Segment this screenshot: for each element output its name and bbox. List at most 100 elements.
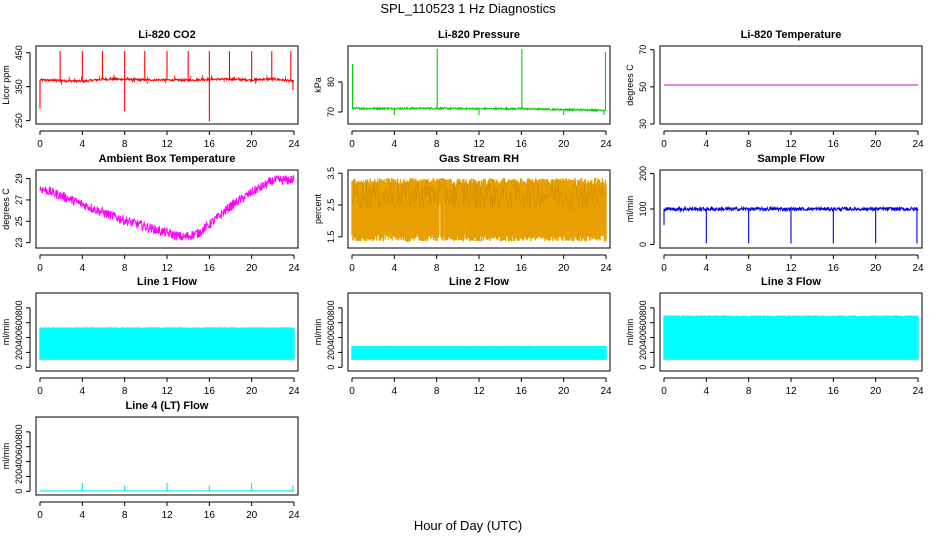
- y-axis-label-line1: ml/min: [1, 319, 11, 346]
- panel-line2: Line 2 Flow 0 4 8 12 16 20 24 0 200400600800ml/mi…: [313, 276, 612, 397]
- y-axis-label-rh: percent: [313, 193, 323, 224]
- panel-title-box-temp: Ambient Box Temperature: [99, 153, 236, 165]
- panel-title-rh: Gas Stream RH: [439, 153, 519, 165]
- plot-area-line3: [663, 315, 919, 360]
- x-tick-label-box-temp-2: 8: [122, 263, 128, 274]
- y-axis-label-line4: ml/min: [1, 443, 11, 470]
- frame-rh: [347, 169, 611, 249]
- y-tick-label-co2-2: 450: [14, 45, 24, 60]
- x-tick-label-licor-temp-0: 0: [661, 139, 667, 150]
- panel-title-line3: Line 3 Flow: [761, 276, 821, 288]
- panel-line4: Line 4 (LT) Flow 0 4 8 12 16 20 24 0 200400600800…: [1, 400, 300, 521]
- panel-title-licor-temp: Li-820 Temperature: [741, 29, 842, 41]
- x-tick-label-sample-flow-2: 8: [746, 263, 752, 274]
- frame-box-temp: [35, 169, 299, 249]
- panel-line3: Line 3 Flow 0 4 8 12 16 20 24 0 200400600800ml/mi…: [625, 276, 924, 397]
- x-tick-label-line1-0: 0: [37, 386, 43, 397]
- y-tick-label-box-temp-2: 27: [14, 195, 24, 205]
- y-tick-label-co2-1: 350: [14, 79, 24, 94]
- x-tick-label-line2-4: 16: [516, 386, 528, 397]
- x-tick-label-sample-flow-0: 0: [661, 263, 667, 274]
- x-tick-label-line3-6: 24: [912, 386, 924, 397]
- y-tick-label-line2-0: 0: [326, 365, 336, 370]
- x-tick-label-box-temp-5: 20: [246, 263, 258, 274]
- x-tick-label-line4-5: 20: [246, 510, 258, 521]
- panel-box-temp: Ambient Box Temperature 0 4 8 12 16 20 24 23 25 27…: [1, 153, 300, 274]
- y-axis-label-line2: ml/min: [313, 319, 323, 346]
- y-tick-label-line1-4: 800: [14, 300, 24, 315]
- x-tick-label-pressure-2: 8: [434, 139, 440, 150]
- x-tick-label-line4-3: 12: [161, 510, 173, 521]
- y-axis-label-licor-temp: degrees C: [625, 64, 635, 106]
- x-tick-label-co2-5: 20: [246, 139, 258, 150]
- y-tick-label-line4-3: 600: [14, 439, 24, 454]
- x-tick-label-box-temp-4: 16: [204, 263, 216, 274]
- y-tick-label-licor-temp-1: 50: [638, 82, 648, 92]
- frame-sample-flow: [659, 169, 923, 249]
- x-tick-label-rh-0: 0: [349, 263, 355, 274]
- y-axis-label-sample-flow: ml/min: [625, 196, 635, 223]
- y-tick-label-box-temp-1: 25: [14, 216, 24, 226]
- y-tick-label-sample-flow-1: 100: [638, 201, 648, 216]
- x-tick-label-line2-6: 24: [600, 386, 612, 397]
- x-tick-label-rh-2: 8: [434, 263, 440, 274]
- frame-licor-temp: [659, 45, 923, 125]
- plot-area-pressure: [351, 49, 607, 115]
- series-rh-texture: [351, 177, 607, 210]
- y-tick-label-box-temp-0: 23: [14, 238, 24, 248]
- x-axis-caption: Hour of Day (UTC): [413, 518, 523, 533]
- y-tick-label-box-temp-3: 29: [14, 174, 24, 184]
- y-tick-label-line4-0: 0: [14, 489, 24, 494]
- y-axis-label-co2: Licor ppm: [1, 65, 11, 105]
- y-tick-label-line4-1: 200: [14, 469, 24, 484]
- panel-sample-flow: Sample Flow 0 4 8 12 16 20 24 0 100 200 ml/min: [625, 153, 924, 274]
- panel-rh: Gas Stream RH 0 4 8 12 16 20 24 1.5 2.5 3.5 percent: [313, 153, 612, 274]
- plot-area-box-temp: [39, 174, 295, 241]
- y-tick-label-line1-2: 400: [14, 330, 24, 345]
- x-tick-label-line3-4: 16: [828, 386, 840, 397]
- y-tick-label-rh-2: 3.5: [326, 167, 336, 180]
- frame-line4: [35, 416, 299, 496]
- x-tick-label-line3-2: 8: [746, 386, 752, 397]
- panel-title-pressure: Li-820 Pressure: [438, 29, 520, 41]
- x-tick-label-co2-4: 16: [204, 139, 216, 150]
- x-tick-label-line1-4: 16: [204, 386, 216, 397]
- panel-title-co2: Li-820 CO2: [138, 29, 195, 41]
- x-tick-label-pressure-6: 24: [600, 139, 612, 150]
- x-tick-label-sample-flow-6: 24: [912, 263, 924, 274]
- x-tick-label-co2-2: 8: [122, 139, 128, 150]
- x-tick-label-line2-1: 4: [392, 386, 398, 397]
- x-tick-label-line4-1: 4: [80, 510, 86, 521]
- y-axis-label-box-temp: degrees C: [1, 188, 11, 230]
- panel-title-line2: Line 2 Flow: [449, 276, 509, 288]
- x-tick-label-line4-0: 0: [37, 510, 43, 521]
- x-tick-label-co2-6: 24: [288, 139, 300, 150]
- x-tick-label-line1-1: 4: [80, 386, 86, 397]
- x-tick-label-sample-flow-4: 16: [828, 263, 840, 274]
- frame-line1: [35, 292, 299, 372]
- frame-co2: [35, 45, 299, 125]
- y-tick-label-line3-1: 200: [638, 345, 648, 360]
- x-tick-label-line1-6: 24: [288, 386, 300, 397]
- y-tick-label-rh-0: 1.5: [326, 231, 336, 244]
- y-tick-label-licor-temp-0: 30: [638, 119, 648, 129]
- y-tick-label-line2-4: 800: [326, 300, 336, 315]
- x-tick-label-box-temp-6: 24: [288, 263, 300, 274]
- x-tick-label-licor-temp-4: 16: [828, 139, 840, 150]
- x-tick-label-line3-5: 20: [870, 386, 882, 397]
- y-tick-label-line4-4: 800: [14, 424, 24, 439]
- x-tick-label-sample-flow-3: 12: [785, 263, 797, 274]
- y-tick-label-line1-1: 200: [14, 345, 24, 360]
- x-tick-label-line2-2: 8: [434, 386, 440, 397]
- x-tick-label-rh-4: 16: [516, 263, 528, 274]
- x-tick-label-licor-temp-5: 20: [870, 139, 882, 150]
- y-tick-label-line3-3: 600: [638, 315, 648, 330]
- y-tick-label-line1-0: 0: [14, 365, 24, 370]
- x-tick-label-line3-1: 4: [704, 386, 710, 397]
- figure-title: SPL_110523 1 Hz Diagnostics: [380, 1, 556, 16]
- y-tick-label-line2-1: 200: [326, 345, 336, 360]
- x-tick-label-line2-5: 20: [558, 386, 570, 397]
- panel-line1: Line 1 Flow 0 4 8 12 16 20 24 0 200400600800ml/mi…: [1, 276, 300, 397]
- y-axis-label-pressure: kPa: [313, 77, 323, 93]
